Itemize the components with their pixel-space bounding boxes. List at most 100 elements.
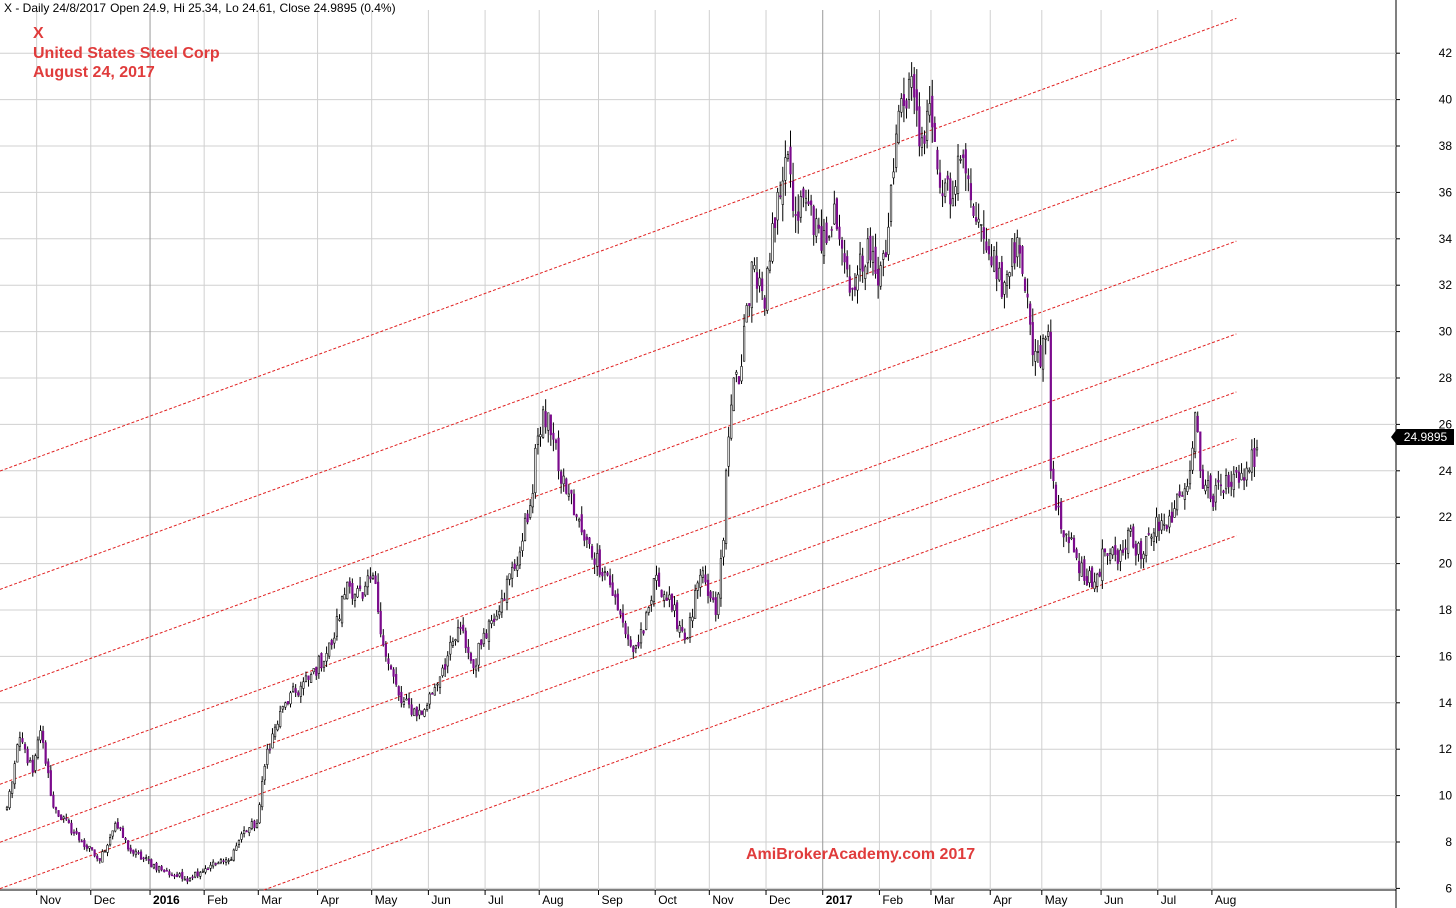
candle-body — [1106, 553, 1109, 557]
candle-body — [1219, 484, 1223, 487]
candle-body — [407, 698, 411, 705]
candle-body — [1194, 412, 1197, 453]
candle-body — [366, 575, 369, 588]
candle-body — [139, 851, 143, 860]
x-tick-label: Jun — [1104, 893, 1123, 907]
candle-body — [493, 618, 496, 622]
x-tick-label: Mar — [934, 893, 955, 907]
candle-body — [699, 574, 702, 588]
candle-body — [529, 505, 532, 518]
candle-body — [1212, 495, 1215, 507]
candle-body — [240, 833, 243, 840]
candle-body — [706, 579, 710, 596]
candle-body — [735, 371, 738, 375]
candle-body — [80, 840, 83, 843]
candle-body — [49, 770, 52, 796]
candle-body — [299, 685, 302, 697]
candle-body — [114, 823, 117, 832]
candle-body — [513, 563, 516, 569]
y-tick-label: 26 — [1439, 417, 1453, 431]
candle-body — [320, 652, 323, 669]
candle-body — [173, 875, 176, 877]
candle-body — [928, 103, 931, 116]
candle-body — [348, 581, 351, 587]
candle-body — [1134, 543, 1137, 556]
candle-body — [990, 256, 993, 266]
candle-body — [748, 303, 751, 306]
candle-body — [730, 404, 733, 439]
candle-body — [222, 860, 225, 862]
candle-body — [1093, 581, 1096, 590]
candle-body — [1067, 536, 1070, 544]
candle-body — [26, 748, 29, 764]
candle-body — [253, 820, 256, 829]
candle-body — [944, 182, 947, 197]
candle-body — [498, 611, 501, 616]
candle-body — [191, 876, 194, 879]
candle-body — [426, 705, 429, 710]
candle-body — [328, 642, 331, 657]
candle-body — [601, 571, 604, 577]
candle-body — [1181, 495, 1184, 497]
candle-body — [897, 110, 900, 143]
candle-body — [147, 858, 150, 861]
candle-body — [462, 624, 465, 631]
candle-body — [959, 159, 962, 161]
candle-body — [1137, 542, 1140, 555]
candle-body — [1114, 545, 1117, 555]
candle-body — [57, 810, 60, 817]
candle-body — [998, 267, 1001, 281]
candle-body — [129, 847, 132, 852]
candle-body — [310, 674, 313, 683]
candle-body — [266, 748, 269, 765]
candle-body — [822, 230, 826, 257]
candle-body — [243, 830, 246, 835]
candle-body — [124, 838, 127, 840]
candle-body — [526, 513, 529, 523]
candle-body — [866, 238, 869, 264]
candle-body — [137, 852, 140, 854]
candle-body — [230, 859, 233, 861]
candle-body — [964, 149, 967, 174]
candle-body — [523, 517, 527, 541]
candle-body — [665, 597, 668, 601]
candle-body — [740, 366, 743, 382]
candle-body — [974, 217, 978, 222]
y-tick-label: 18 — [1439, 603, 1453, 617]
candle-body — [861, 255, 864, 272]
candle-body — [913, 74, 916, 98]
candle-body — [650, 600, 653, 605]
y-tick-label: 30 — [1439, 325, 1453, 339]
watermark: AmiBrokerAcademy.com 2017 — [746, 846, 976, 863]
candle-body — [779, 195, 782, 198]
y-tick-label: 12 — [1439, 742, 1453, 756]
candle-body — [541, 409, 545, 438]
candle-body — [271, 733, 274, 749]
candle-body — [907, 78, 911, 100]
candle-body — [709, 591, 712, 599]
candle-body — [1013, 242, 1016, 264]
open-value: Open 24.9, — [110, 1, 170, 15]
candle-body — [224, 859, 228, 863]
y-tick-label: 22 — [1439, 510, 1453, 524]
candle-body — [1168, 515, 1171, 528]
candle-body — [237, 840, 241, 845]
candle-body — [627, 634, 630, 640]
candle-body — [603, 571, 607, 573]
candle-body — [194, 871, 197, 878]
candle-body — [132, 849, 135, 854]
x-tick-label: Aug — [542, 893, 563, 907]
candle-body — [490, 620, 493, 624]
candle-body — [843, 253, 846, 263]
candle-body — [1243, 477, 1246, 481]
candle-body — [96, 855, 99, 859]
candle-body — [1237, 471, 1241, 483]
candle-body — [451, 641, 454, 646]
candle-body — [624, 623, 627, 635]
candle-body — [255, 823, 259, 828]
candle-body — [1011, 238, 1014, 267]
candle-body — [312, 668, 315, 673]
candle-body — [828, 236, 831, 238]
candle-body — [145, 857, 148, 859]
